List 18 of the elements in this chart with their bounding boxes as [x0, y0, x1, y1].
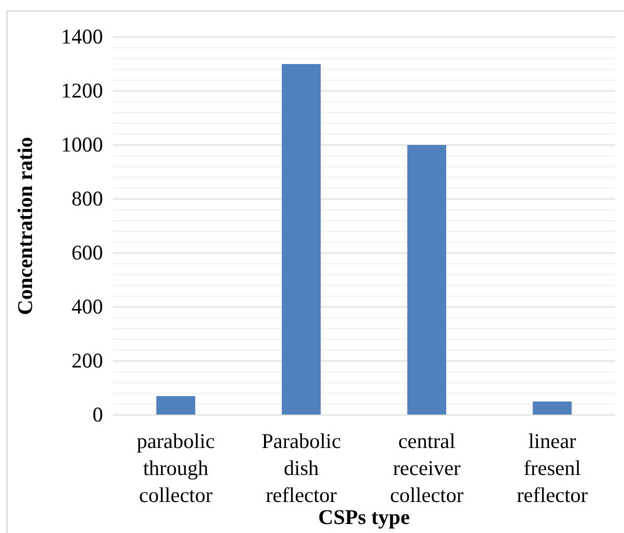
- y-tick-label: 400: [72, 294, 103, 319]
- y-tick-label: 1200: [61, 78, 103, 103]
- bar: [282, 64, 321, 415]
- bar: [407, 145, 446, 415]
- y-tick-label: 600: [72, 240, 103, 265]
- x-tick-label: central receiver collector: [390, 429, 464, 507]
- x-tick-label: Parabolic dish reflector: [262, 429, 341, 507]
- x-axis-title: CSPs type: [318, 505, 410, 529]
- y-tick-label: 0: [92, 402, 103, 427]
- y-axis-title: Concentration ratio: [13, 137, 37, 315]
- y-tick-label: 1000: [61, 132, 103, 157]
- y-tick-label: 800: [72, 186, 103, 211]
- y-tick-label: 200: [72, 348, 103, 373]
- x-tick-label: parabolic through collector: [136, 429, 215, 507]
- y-tick-label: 1400: [61, 24, 103, 49]
- bar: [532, 402, 572, 415]
- x-tick-label: linear fresenl reflector: [516, 429, 588, 507]
- bar: [156, 396, 196, 415]
